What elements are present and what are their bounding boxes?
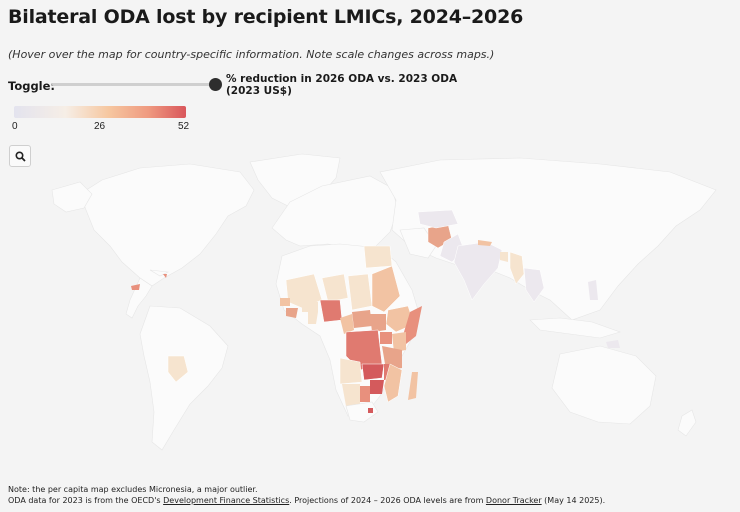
toggle-label: Toggle: [8,79,56,93]
country-myanmar[interactable] [509,251,525,285]
page-title: Bilateral ODA lost by recipient LMICs, 2… [8,6,524,28]
footnote-text-middle: . Projections of 2024 – 2026 ODA levels … [289,496,486,505]
country-senegal[interactable] [280,298,290,306]
country-sudan[interactable] [371,265,401,313]
footnote-line-1: Note: the per capita map excludes Micron… [8,485,258,494]
country-lesotho[interactable] [368,408,373,413]
country-guinea[interactable] [286,308,298,318]
country-papua-new-guinea[interactable] [606,340,620,348]
region-southeast-asia[interactable] [523,267,545,303]
country-zimbabwe[interactable] [370,380,384,394]
country-cameroon[interactable] [340,314,354,334]
country-somalia[interactable] [404,306,422,344]
search-icon [15,151,26,162]
region-alaska[interactable] [51,181,93,213]
country-honduras[interactable] [131,284,140,290]
country-kenya[interactable] [392,332,406,352]
legend-tick-mid: 26 [94,121,106,132]
country-niger[interactable] [321,273,349,303]
country-egypt[interactable] [363,245,393,269]
subtitle: (Hover over the map for country-specific… [8,48,495,61]
country-madagascar[interactable] [408,372,418,400]
footnote-line-2: ODA data for 2023 is from the OECD's Dev… [8,496,605,505]
region-europe[interactable] [271,175,399,249]
country-chad[interactable] [347,273,373,311]
footnote-text-prefix: ODA data for 2023 is from the OECD's [8,496,164,505]
country-angola[interactable] [339,357,363,385]
country-australia[interactable] [551,345,657,425]
country-namibia[interactable] [342,384,360,406]
region-north-america[interactable] [79,163,255,287]
region-central-america[interactable] [125,277,153,319]
country-burkina-faso[interactable] [302,302,318,312]
country-new-zealand[interactable] [677,409,697,437]
country-uganda[interactable] [380,332,392,344]
country-india[interactable] [453,241,503,301]
toggle-slider-handle[interactable] [209,78,222,91]
country-car[interactable] [352,310,372,328]
country-mozambique[interactable] [383,363,403,403]
country-bangladesh[interactable] [500,252,508,262]
country-central-asia[interactable] [417,209,459,229]
country-nepal[interactable] [478,240,492,246]
country-ghana[interactable] [308,312,318,324]
footnote-text-suffix: (May 14 2025). [541,496,606,505]
color-legend-bar [14,106,186,118]
country-nigeria[interactable] [319,299,343,323]
toggle-option-label: % reduction in 2026 ODA vs. 2023 ODA (20… [226,73,458,97]
region-south-america[interactable] [139,305,229,451]
development-finance-statistics-link[interactable]: Development Finance Statistics [163,496,290,505]
legend-tick-max: 52 [178,121,190,132]
donor-tracker-link[interactable]: Donor Tracker [485,496,542,505]
country-philippines[interactable] [588,280,598,300]
country-haiti[interactable] [163,274,167,278]
world-choropleth-map[interactable] [40,150,730,460]
legend-tick-min: 0 [12,121,18,132]
country-iran[interactable] [399,227,437,259]
search-button[interactable] [9,145,31,167]
country-zambia[interactable] [361,363,385,381]
country-bolivia[interactable] [167,355,189,383]
region-indonesia[interactable] [529,317,621,339]
country-south-sudan[interactable] [370,314,386,332]
country-botswana[interactable] [360,386,370,402]
toggle-slider-track[interactable] [52,83,214,86]
country-south-africa[interactable] [345,401,379,423]
